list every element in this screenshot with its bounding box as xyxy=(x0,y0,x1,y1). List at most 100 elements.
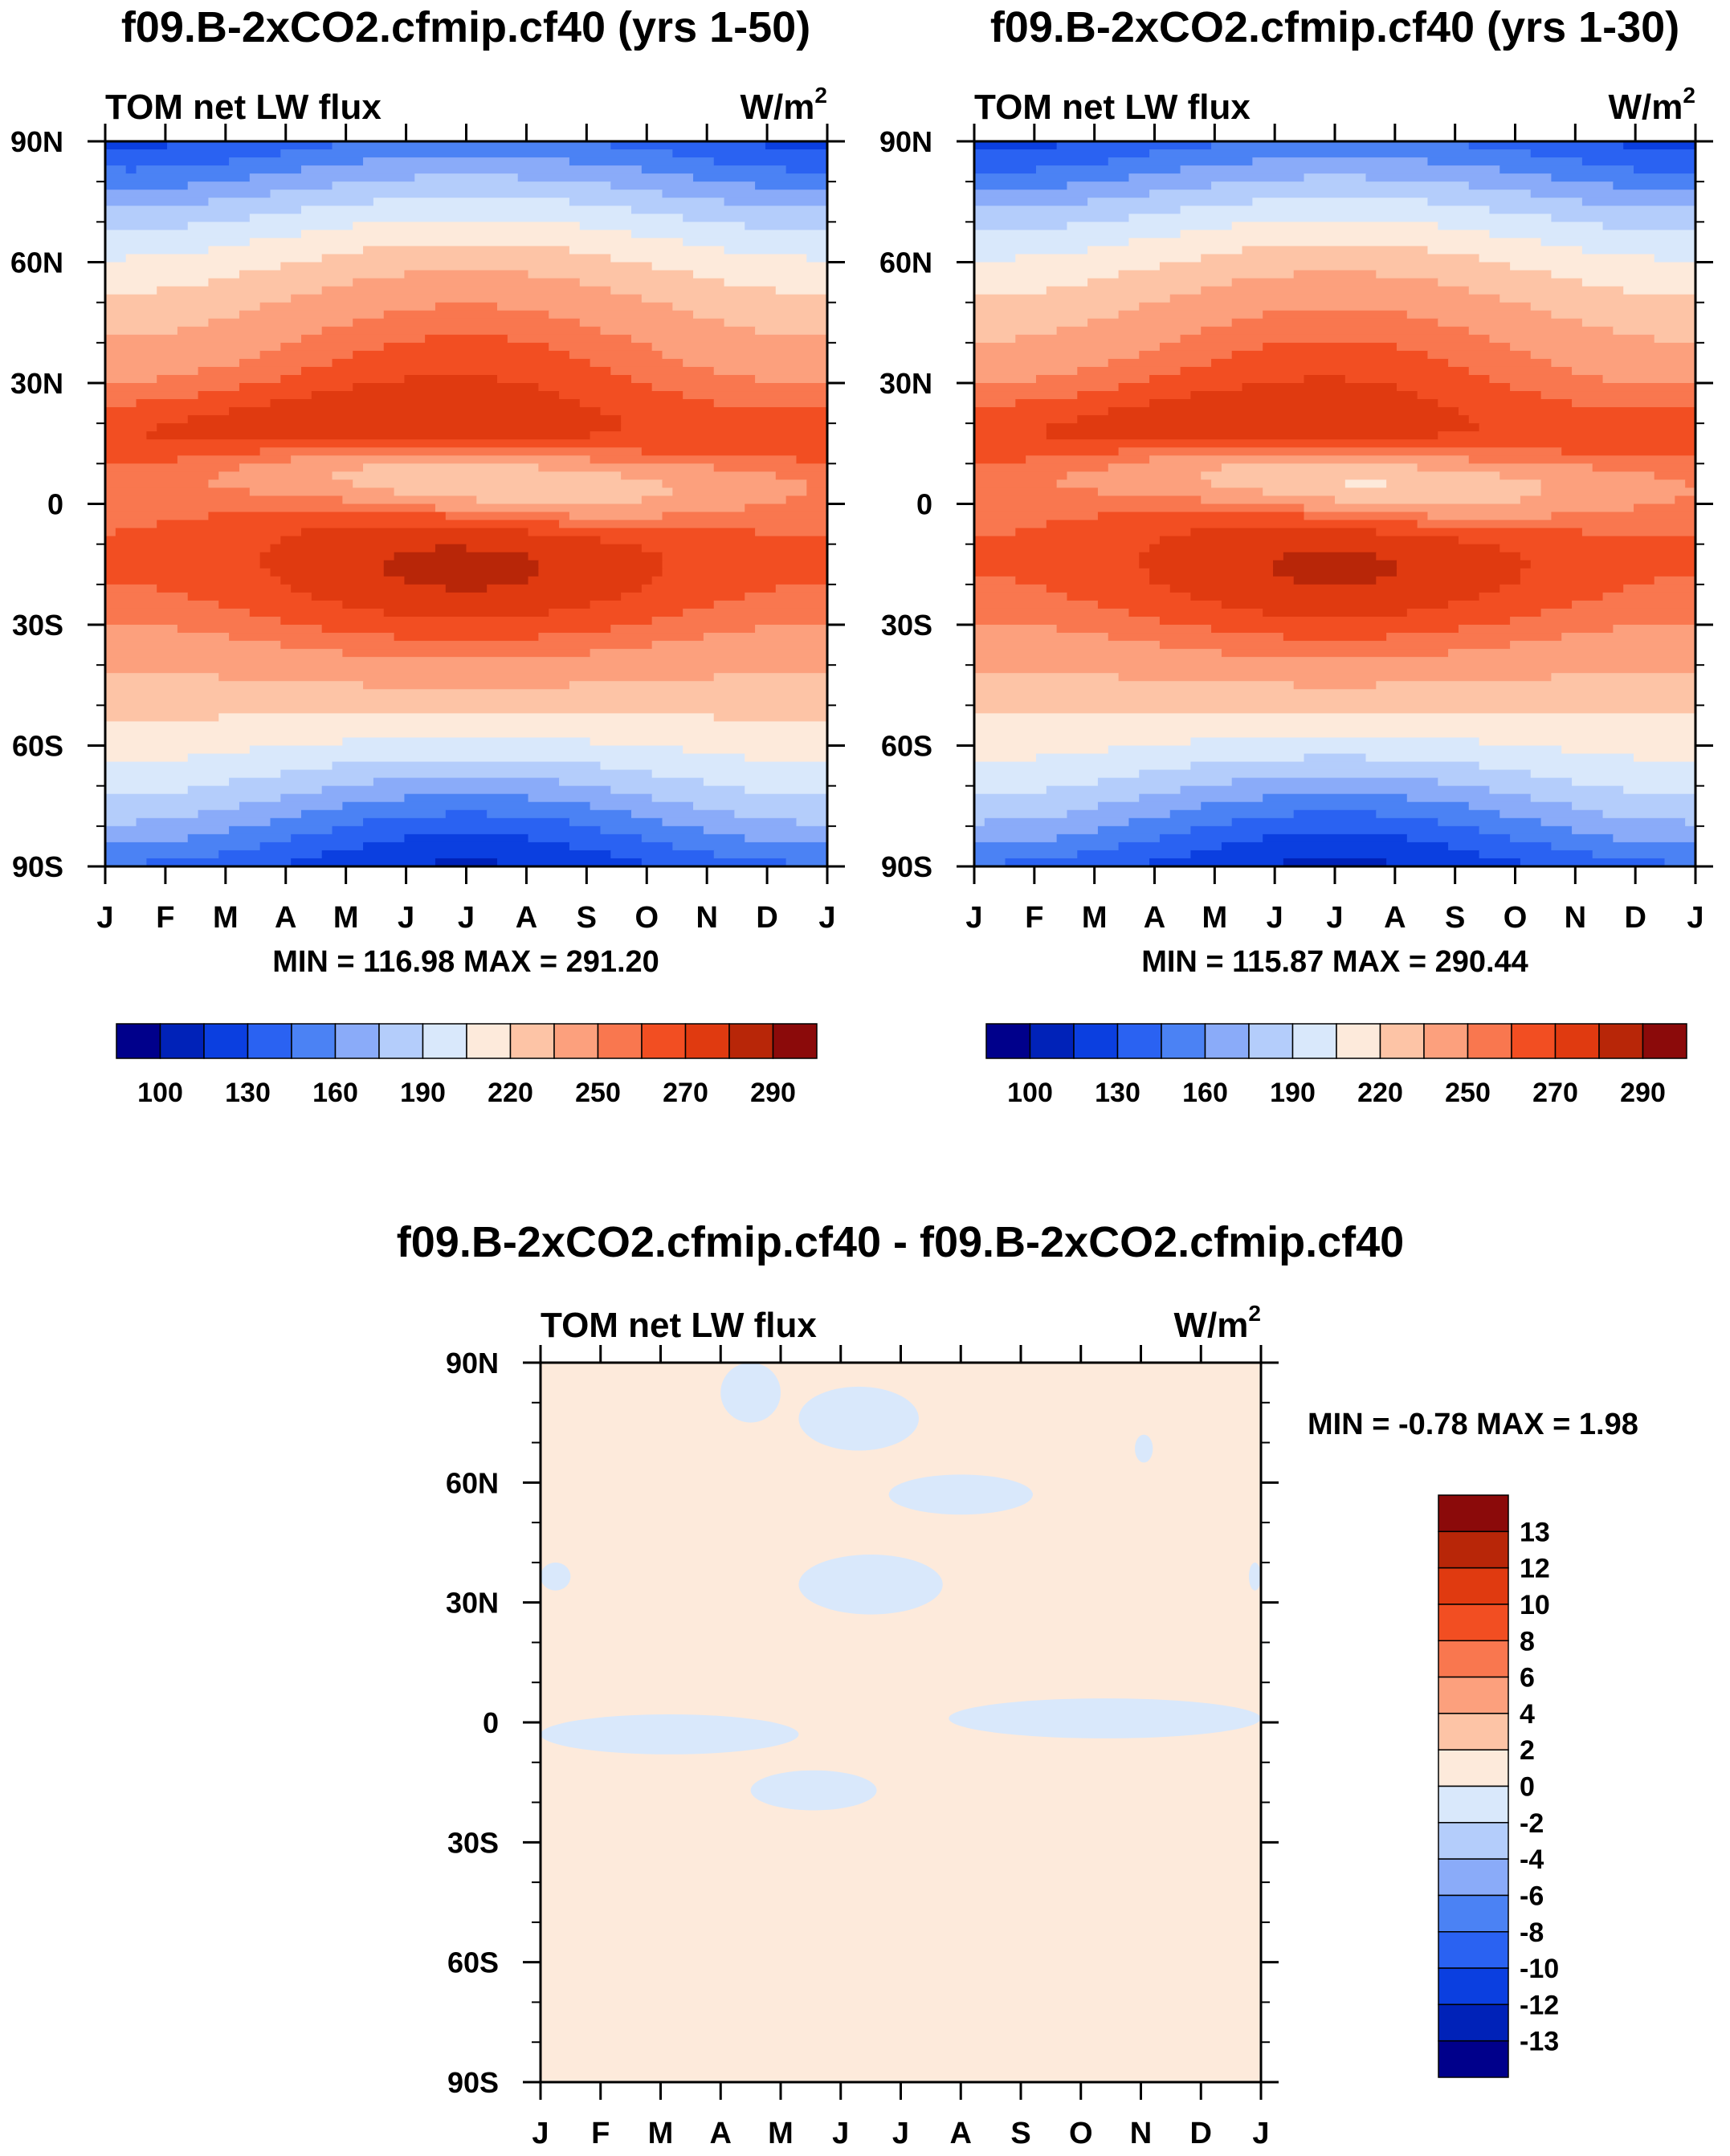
contour-cell xyxy=(383,342,550,352)
panel-difference: f09.B-2xCO2.cfmip.cf40 - f09.B-2xCO2.cfm… xyxy=(397,1218,1638,2150)
contour-cell xyxy=(1211,181,1470,190)
contour-cell xyxy=(1540,238,1695,247)
contour-cell xyxy=(974,801,1099,811)
colorbar: 100 130 160 190 220 250 270 290 xyxy=(116,1023,818,1108)
contour-cell xyxy=(105,745,251,755)
contour-cell xyxy=(1438,817,1542,827)
contour-cell xyxy=(301,809,447,819)
contour-cell xyxy=(280,262,653,271)
contour-cell xyxy=(1293,270,1377,279)
contour-cell xyxy=(1581,198,1695,207)
contour-cell xyxy=(249,238,683,247)
contour-cell xyxy=(353,278,581,287)
contour-cell xyxy=(1159,262,1511,271)
colorbar-box xyxy=(291,1023,337,1059)
contour-cell xyxy=(1118,270,1295,279)
x-tick-label: M xyxy=(333,901,359,935)
negative-region xyxy=(541,1562,571,1591)
contour-field xyxy=(105,141,827,866)
contour-cell xyxy=(974,431,1047,441)
contour-cell xyxy=(105,286,158,295)
contour-cell xyxy=(187,415,622,424)
contour-cell xyxy=(1530,560,1695,569)
colorbar-box xyxy=(1073,1023,1119,1059)
contour-cell xyxy=(1139,793,1263,803)
contour-cell xyxy=(1572,777,1695,787)
contour-cell xyxy=(1376,528,1583,537)
contour-cell xyxy=(755,181,827,190)
y-tick-label: 60N xyxy=(879,247,932,279)
contour-cell xyxy=(641,447,827,457)
colorbar-box xyxy=(334,1023,380,1059)
contour-cell xyxy=(105,294,292,304)
contour-cell xyxy=(974,471,1068,481)
contour-cell xyxy=(590,358,683,368)
contour-cell xyxy=(105,141,168,150)
contour-cell xyxy=(239,358,333,368)
x-tick-label: S xyxy=(1445,901,1465,935)
contour-cell xyxy=(105,697,827,707)
contour-cell xyxy=(974,479,1058,489)
contour-cell xyxy=(1169,584,1501,593)
contour-cell xyxy=(342,495,478,505)
contour-cell xyxy=(641,165,787,174)
negative-region xyxy=(798,1386,919,1451)
contour-cell xyxy=(383,560,540,569)
contour-cell xyxy=(1263,793,1408,803)
contour-cell xyxy=(1087,318,1233,328)
contour-cell xyxy=(1097,801,1202,811)
y-tick-label: 30N xyxy=(879,367,932,400)
contour-cell xyxy=(1056,326,1202,336)
negative-region xyxy=(949,1698,1261,1738)
contour-cell xyxy=(1479,761,1695,771)
min-max-label: MIN = 115.87 MAX = 290.44 xyxy=(1141,945,1528,979)
contour-cell xyxy=(569,681,827,691)
contour-cell xyxy=(559,777,704,787)
contour-cell xyxy=(105,729,827,739)
contour-cell xyxy=(105,358,240,368)
units-label: W/m2 xyxy=(1609,83,1695,127)
x-tick-label: A xyxy=(1384,901,1406,935)
contour-cell xyxy=(974,511,1099,521)
contour-cell xyxy=(259,560,385,569)
contour-cell xyxy=(1159,536,1459,545)
contour-cell xyxy=(105,753,189,763)
contour-cell xyxy=(198,366,302,376)
colorbar-box xyxy=(1598,1023,1644,1059)
contour-cell xyxy=(1427,511,1553,521)
contour-cell xyxy=(1685,479,1695,489)
contour-cell xyxy=(974,536,1161,545)
contour-cell xyxy=(1510,262,1695,271)
contour-cell xyxy=(569,157,715,166)
contour-cell xyxy=(394,633,540,642)
contour-cell xyxy=(187,753,746,763)
contour-cell xyxy=(1489,374,1604,384)
contour-cell xyxy=(1067,471,1202,481)
contour-cell xyxy=(590,431,827,441)
contour-cell xyxy=(974,713,1695,723)
contour-cell xyxy=(974,463,1109,473)
contour-cell xyxy=(651,616,827,626)
contour-cell xyxy=(1026,455,1150,465)
contour-cell xyxy=(332,471,622,481)
x-tick-label: O xyxy=(634,901,659,935)
contour-cell xyxy=(445,511,570,521)
contour-cell xyxy=(105,544,271,553)
contour-cell xyxy=(1180,230,1491,239)
contour-cell xyxy=(1489,206,1695,215)
variable-label: TOM net LW flux xyxy=(541,1306,817,1345)
contour-cell xyxy=(974,729,1695,739)
contour-cell xyxy=(724,246,827,255)
contour-cell xyxy=(187,592,312,601)
contour-cell xyxy=(1252,198,1429,207)
contour-cell xyxy=(662,552,827,561)
contour-cell xyxy=(1438,777,1573,787)
panel-title: f09.B-2xCO2.cfmip.cf40 (yrs 1-30) xyxy=(990,3,1679,51)
y-tick-label: 60S xyxy=(447,1946,499,1979)
contour-cell xyxy=(1530,769,1695,779)
contour-cell xyxy=(105,608,251,617)
contour-cell xyxy=(1489,334,1655,344)
contour-cell xyxy=(301,528,529,537)
contour-cell xyxy=(1551,358,1695,368)
contour-cell xyxy=(105,278,210,287)
